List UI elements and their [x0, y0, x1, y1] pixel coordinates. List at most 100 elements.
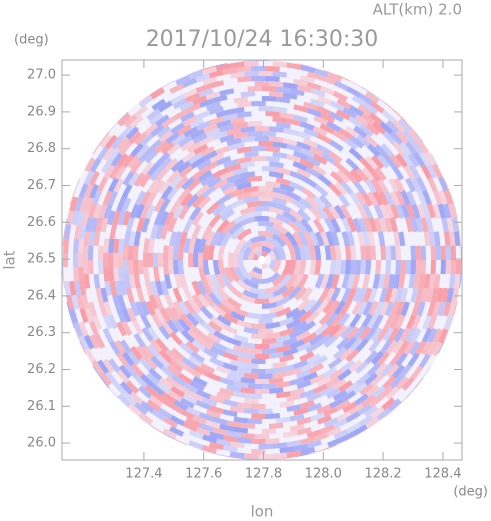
echo-cell	[275, 203, 292, 214]
echo-cell	[438, 176, 449, 192]
echo-cell	[272, 141, 288, 149]
echo-cell	[279, 400, 295, 408]
echo-cell	[222, 398, 238, 407]
echo-cell	[179, 273, 188, 289]
echo-cell	[422, 315, 432, 331]
echo-cell	[97, 359, 110, 375]
echo-cell	[426, 164, 438, 179]
echo-cell	[226, 374, 242, 383]
echo-cell	[300, 399, 316, 409]
echo-cell	[174, 273, 183, 289]
echo-cell	[385, 120, 400, 134]
echo-cell	[420, 287, 429, 303]
echo-cell	[293, 78, 308, 87]
echo-cell	[119, 339, 132, 355]
echo-cell	[232, 306, 249, 317]
echo-cell	[210, 287, 224, 302]
echo-cell	[379, 121, 394, 135]
echo-cell	[354, 260, 361, 275]
echo-cell	[183, 218, 194, 233]
echo-cell	[337, 368, 352, 381]
echo-cell	[432, 190, 443, 206]
echo-cell	[128, 171, 140, 187]
echo-cell	[347, 116, 363, 129]
echo-cell	[368, 338, 381, 353]
echo-cell	[418, 353, 431, 369]
echo-cell	[355, 167, 369, 182]
echo-cell	[275, 167, 292, 176]
echo-cell	[148, 238, 156, 254]
echo-cell	[215, 63, 231, 72]
echo-cell	[109, 224, 118, 240]
echo-cell	[139, 173, 152, 188]
echo-cell	[66, 210, 75, 226]
echo-cell	[203, 244, 210, 260]
echo-cell	[360, 112, 376, 126]
echo-cell	[303, 244, 311, 260]
echo-cell	[329, 368, 344, 381]
echo-cell	[286, 367, 302, 377]
echo-cell	[250, 333, 266, 339]
echo-cell	[367, 231, 376, 247]
echo-cell	[233, 416, 249, 424]
echo-cell	[250, 191, 266, 197]
echo-cell	[175, 358, 190, 371]
echo-cell	[399, 141, 412, 156]
echo-cell	[158, 156, 173, 171]
echo-cell	[189, 299, 202, 314]
echo-cell	[135, 301, 145, 317]
echo-cell	[285, 307, 301, 319]
echo-cell	[185, 340, 200, 354]
echo-cell	[150, 124, 165, 137]
echo-cell	[324, 312, 339, 327]
echo-cell	[423, 273, 431, 289]
echo-cell	[323, 417, 339, 428]
echo-cell	[118, 141, 132, 156]
echo-cell	[239, 161, 255, 169]
echo-cell	[447, 301, 457, 317]
echo-cell	[317, 173, 332, 187]
echo-cell	[222, 113, 238, 122]
echo-cell	[140, 190, 152, 206]
echo-cell	[403, 164, 416, 180]
echo-cell	[226, 384, 242, 393]
echo-cell	[282, 347, 299, 357]
echo-cell	[356, 372, 371, 386]
echo-cell	[329, 170, 344, 185]
echo-cell	[148, 138, 163, 153]
echo-cell	[296, 369, 312, 379]
echo-cell	[306, 402, 323, 413]
echo-cell	[293, 407, 309, 416]
echo-cell	[395, 375, 409, 390]
echo-center	[258, 256, 266, 264]
echo-cell	[305, 166, 321, 178]
echo-cell	[327, 72, 343, 83]
echo-cell	[275, 334, 291, 343]
echo-cell	[351, 274, 360, 290]
echo-cell	[175, 175, 189, 190]
echo-cell	[95, 217, 104, 233]
echo-cell	[362, 231, 371, 247]
echo-cell	[427, 203, 436, 219]
echo-cell	[136, 144, 150, 158]
echo-cell	[334, 181, 348, 196]
echo-cell	[220, 208, 235, 222]
echo-cell	[141, 344, 155, 359]
echo-cell	[83, 260, 89, 275]
echo-cell	[289, 413, 305, 422]
echo-cell	[153, 252, 159, 268]
echo-cell	[200, 363, 215, 374]
echo-cell	[398, 273, 406, 289]
echo-cell	[329, 260, 336, 275]
echo-cell	[268, 171, 284, 179]
echo-cell	[123, 274, 131, 289]
echo-cell	[216, 286, 230, 301]
echo-cell	[262, 246, 272, 254]
echo-cell	[265, 367, 281, 374]
echo-cell	[156, 152, 171, 166]
echo-cell	[79, 280, 87, 296]
echo-cell	[230, 198, 246, 209]
echo-cell	[179, 165, 194, 179]
echo-cell	[246, 312, 262, 319]
echo-cell	[147, 343, 161, 358]
